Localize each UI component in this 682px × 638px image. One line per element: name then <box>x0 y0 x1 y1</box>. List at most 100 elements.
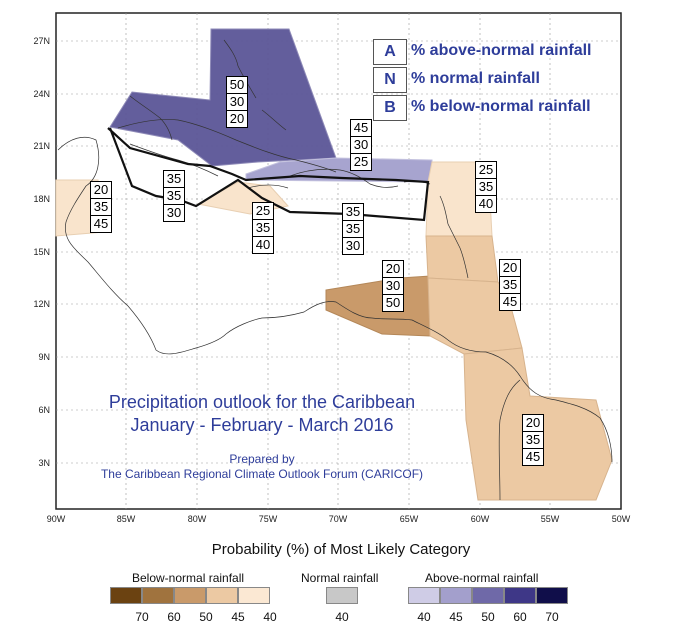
prob-normal: 35 <box>253 220 273 237</box>
key-b-text: % below-normal rainfall <box>411 98 591 115</box>
lat-label: 21N <box>33 141 50 151</box>
lon-label: 60W <box>471 514 490 524</box>
prob-normal: 30 <box>351 137 371 154</box>
prob-normal: 35 <box>164 188 184 205</box>
legend-value: 60 <box>513 610 527 624</box>
swatch <box>408 587 440 604</box>
key-a-box: A <box>373 39 407 65</box>
title-line-1: Precipitation outlook for the Caribbean <box>108 392 416 412</box>
latitude-labels: 27N 24N 21N 18N 15N 12N 9N 6N 3N <box>33 36 50 468</box>
legend-normal-swatches <box>326 587 358 604</box>
swatch <box>142 587 174 604</box>
legend-normal-label: Normal rainfall <box>301 571 379 585</box>
prob-box-southern-lesser-antilles: 20 35 45 <box>499 259 521 311</box>
prob-box-bahamas: 50 30 20 <box>226 76 248 128</box>
lat-label: 27N <box>33 36 50 46</box>
swatch <box>472 587 504 604</box>
prob-normal: 35 <box>476 179 496 196</box>
prob-above: 25 <box>476 162 496 179</box>
lon-label: 65W <box>400 514 419 524</box>
lat-label: 12N <box>33 299 50 309</box>
legend-normal-values: 40 <box>326 610 358 624</box>
prob-box-abc-islands: 20 30 50 <box>382 260 404 312</box>
prob-box-greater-antilles-south: 35 35 30 <box>342 203 364 255</box>
legend-above-label: Above-normal rainfall <box>425 571 539 585</box>
prob-box-northern-leewards: 45 30 25 <box>350 119 372 171</box>
lon-label: 85W <box>117 514 136 524</box>
prob-box-northern-lesser-antilles: 25 35 40 <box>475 161 497 213</box>
lon-label: 80W <box>188 514 207 524</box>
swatch <box>326 587 358 604</box>
lat-label: 6N <box>38 405 50 415</box>
prob-normal: 30 <box>227 94 247 111</box>
prob-below: 45 <box>502 294 518 309</box>
legend-below-label: Below-normal rainfall <box>132 571 245 585</box>
region-eastern-caribbean <box>425 235 499 283</box>
prob-below: 45 <box>93 216 109 231</box>
prob-above: 45 <box>351 120 371 137</box>
forum-name: The Caribbean Regional Climate Outlook F… <box>100 467 424 481</box>
swatch <box>440 587 472 604</box>
prob-below: 30 <box>166 205 182 220</box>
legend-below-values: 70 60 50 45 40 <box>126 610 286 624</box>
prob-below: 40 <box>255 237 271 252</box>
legend-value: 40 <box>263 610 277 624</box>
prob-above: 20 <box>91 182 111 199</box>
key-b-box: B <box>373 95 407 121</box>
legend-above-values: 40 45 50 60 70 <box>408 610 568 624</box>
prob-normal: 35 <box>343 221 363 238</box>
prob-above: 35 <box>164 171 184 188</box>
prob-below: 30 <box>345 238 361 253</box>
prob-above: 20 <box>383 261 403 278</box>
prob-below: 20 <box>229 111 245 126</box>
prob-below: 25 <box>353 154 369 169</box>
prob-box-guianas: 20 35 45 <box>522 414 544 466</box>
swatch <box>536 587 568 604</box>
legend-above-swatches <box>408 587 568 604</box>
key-n-box: N <box>373 67 407 93</box>
legend-value: 50 <box>481 610 495 624</box>
swatch <box>238 587 270 604</box>
prob-below: 40 <box>478 196 494 211</box>
prob-above: 20 <box>500 260 520 277</box>
lon-label: 50W <box>612 514 631 524</box>
legend-value: 45 <box>449 610 463 624</box>
lon-label: 90W <box>47 514 66 524</box>
lon-label: 70W <box>329 514 348 524</box>
lat-label: 9N <box>38 352 50 362</box>
lat-label: 15N <box>33 247 50 257</box>
legend-value: 70 <box>135 610 149 624</box>
prob-above: 50 <box>227 77 247 94</box>
prob-normal: 30 <box>383 278 403 295</box>
prob-box-central-america-north: 20 35 45 <box>90 181 112 233</box>
lon-label: 75W <box>259 514 278 524</box>
key-n-text: % normal rainfall <box>411 70 540 87</box>
key-a-text: % above-normal rainfall <box>411 42 592 59</box>
legend-value: 40 <box>417 610 431 624</box>
prob-box-western-greater-antilles: 35 35 30 <box>163 170 185 222</box>
legend-value: 45 <box>231 610 245 624</box>
longitude-labels: 90W 85W 80W 75W 70W 65W 60W 55W 50W <box>47 514 631 524</box>
prob-box-jamaica: 25 35 40 <box>252 202 274 254</box>
legend-value: 50 <box>199 610 213 624</box>
prob-above: 25 <box>253 203 273 220</box>
legend-title: Probability (%) of Most Likely Category <box>211 541 471 558</box>
region-bahamas <box>109 28 337 167</box>
lat-label: 24N <box>33 89 50 99</box>
swatch <box>174 587 206 604</box>
legend-value: 40 <box>335 610 349 624</box>
swatch <box>504 587 536 604</box>
legend-value: 70 <box>545 610 559 624</box>
prob-below: 45 <box>525 449 541 464</box>
swatch <box>206 587 238 604</box>
prob-below: 50 <box>385 295 401 310</box>
prob-above: 35 <box>343 204 363 221</box>
lat-label: 3N <box>38 458 50 468</box>
legend-value: 60 <box>167 610 181 624</box>
coastlines <box>57 39 613 501</box>
swatch <box>110 587 142 604</box>
legend-below-swatches <box>110 587 270 604</box>
lat-label: 18N <box>33 194 50 204</box>
prob-normal: 35 <box>523 432 543 449</box>
